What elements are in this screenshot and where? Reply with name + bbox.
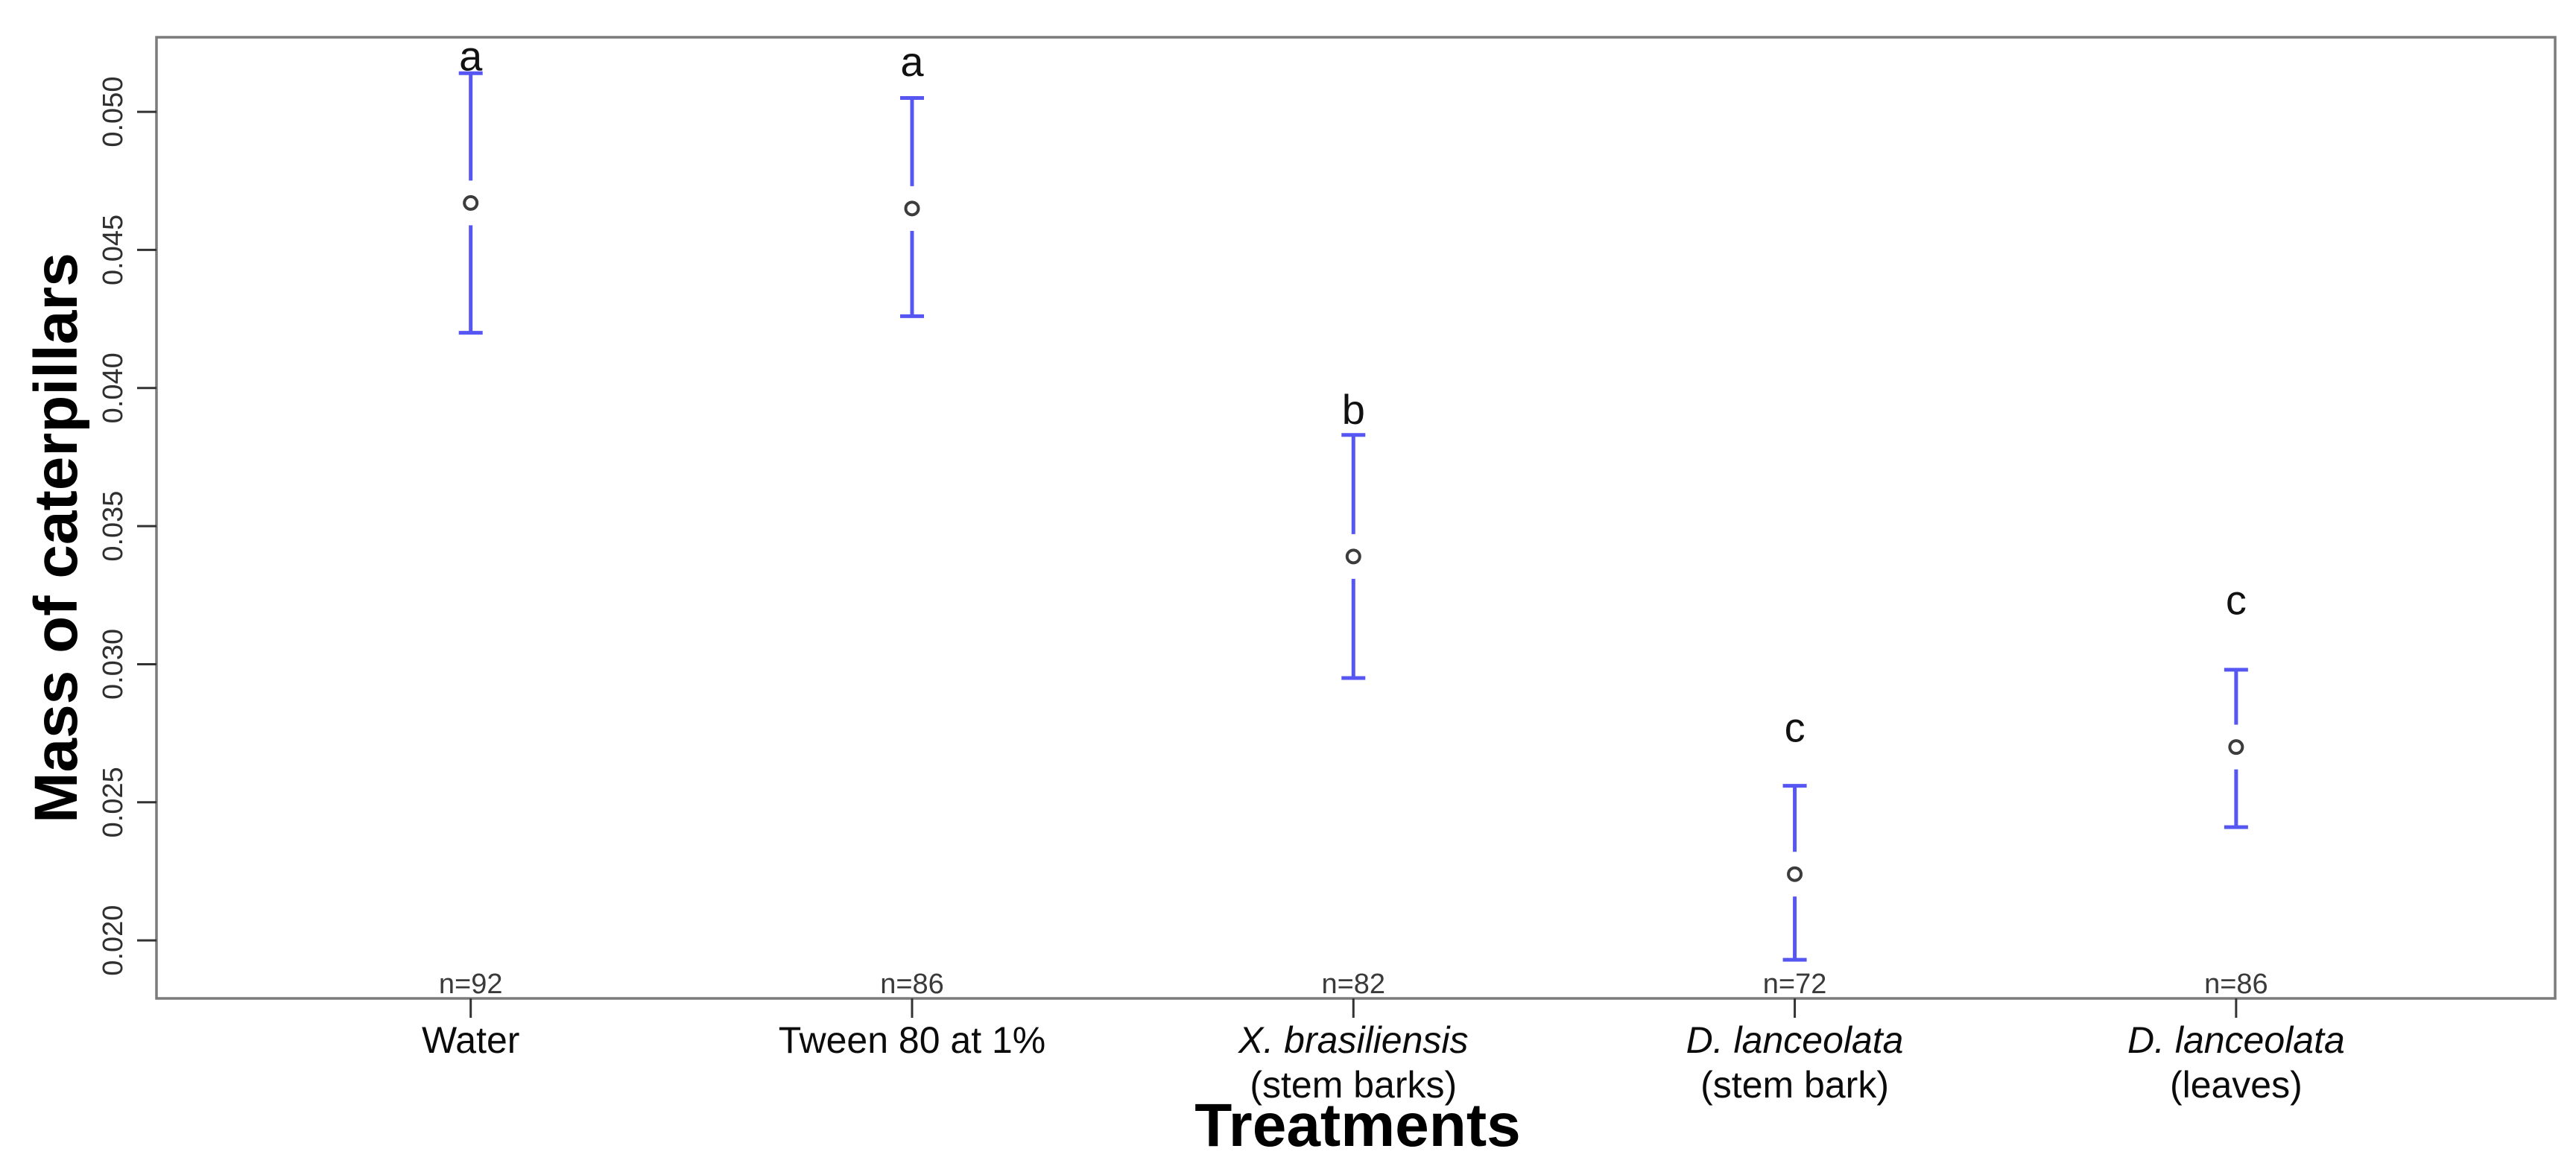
category-label-line: D. lanceolata bbox=[2127, 1019, 2345, 1061]
category-label-line: (stem bark) bbox=[1700, 1064, 1889, 1106]
sample-size-label: n=86 bbox=[2204, 969, 2268, 1000]
data-point-marker bbox=[1787, 866, 1803, 882]
plot-content: 0.020 0.025 0.030 0.035 0.040 0.045 0.050 a n=92… bbox=[98, 32, 2345, 1106]
significance-letter: a bbox=[900, 38, 924, 85]
x-axis-title: Treatments bbox=[1194, 1092, 1521, 1159]
data-point-marker bbox=[463, 194, 479, 211]
category-label-line: (leaves) bbox=[2170, 1064, 2303, 1106]
category-label-line: (stem barks) bbox=[1250, 1064, 1457, 1106]
y-axis-tick-label: 0.030 bbox=[98, 629, 129, 700]
sample-size-label: n=82 bbox=[1321, 969, 1385, 1000]
y-axis-tick-label: 0.045 bbox=[98, 215, 129, 285]
sample-size-label: n=72 bbox=[1763, 969, 1827, 1000]
significance-letter: b bbox=[1342, 386, 1365, 433]
data-point-marker bbox=[904, 200, 920, 217]
data-point-marker bbox=[1345, 548, 1361, 565]
y-axis-tick-label: 0.025 bbox=[98, 767, 129, 837]
plot-area-border bbox=[155, 36, 2557, 1000]
category-label-line: X. brasiliensis bbox=[1238, 1019, 1468, 1061]
significance-letter: c bbox=[1785, 703, 1806, 750]
y-axis-title: Mass of caterpillars bbox=[22, 253, 90, 823]
category-label-line: D. lanceolata bbox=[1686, 1019, 1904, 1061]
y-axis-tick-label: 0.020 bbox=[98, 905, 129, 976]
data-point-marker bbox=[2228, 739, 2244, 756]
category-label-line: Tween 80 at 1% bbox=[779, 1019, 1046, 1061]
significance-letter: a bbox=[459, 32, 483, 79]
y-axis-tick-label: 0.035 bbox=[98, 491, 129, 562]
sample-size-label: n=86 bbox=[880, 969, 944, 1000]
category-label-line: Water bbox=[422, 1019, 520, 1061]
sample-size-label: n=92 bbox=[439, 969, 503, 1000]
y-axis-tick-label: 0.040 bbox=[98, 352, 129, 423]
significance-letter: c bbox=[2226, 577, 2247, 624]
y-axis-tick-label: 0.050 bbox=[98, 77, 129, 148]
